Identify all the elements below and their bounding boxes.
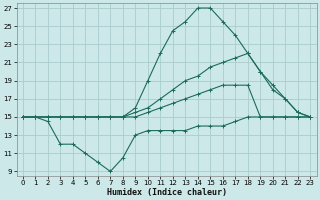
X-axis label: Humidex (Indice chaleur): Humidex (Indice chaleur) — [107, 188, 227, 197]
